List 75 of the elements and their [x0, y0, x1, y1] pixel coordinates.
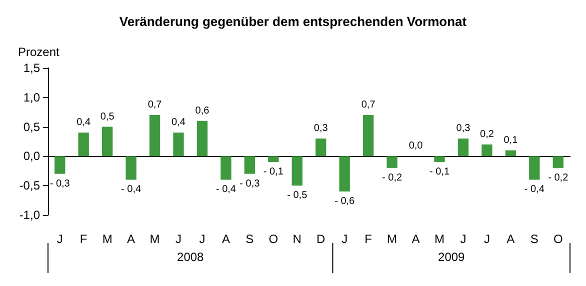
data-label: - 0,1 — [263, 166, 284, 178]
bar — [458, 138, 469, 156]
x-tick-label: J — [484, 232, 490, 246]
x-tick-label: J — [56, 232, 63, 246]
x-tick-label: J — [342, 232, 348, 246]
bar — [173, 132, 184, 156]
bar — [292, 156, 302, 186]
bar — [126, 156, 136, 180]
text: 2009 — [438, 250, 466, 264]
x-tick-label: A — [412, 232, 420, 246]
data-label: 0,4 — [172, 117, 186, 128]
x-tick-label: F — [364, 232, 372, 246]
x-tick-label: S — [246, 232, 254, 246]
y-tick-label: -0,5 — [19, 178, 40, 193]
data-label: 0,3 — [456, 123, 471, 134]
bar — [362, 115, 374, 156]
data-label: 0,6 — [195, 105, 210, 116]
x-tick-label: J — [199, 232, 206, 246]
data-label: - 0,3 — [240, 178, 260, 190]
x-tick-label: M — [150, 232, 160, 246]
y-tick-label: -1,0 — [19, 208, 40, 222]
y-tick-label: 1,0 — [23, 90, 40, 104]
bar — [552, 156, 564, 168]
x-tick-label: J — [176, 232, 182, 246]
y-tick-label: 0,5 — [23, 120, 40, 134]
bar — [149, 115, 160, 156]
x-tick-label: N — [292, 232, 302, 246]
bar — [78, 132, 89, 156]
bar — [386, 156, 398, 168]
data-label: 0,2 — [480, 128, 494, 140]
x-tick-label: J — [460, 232, 466, 246]
data-label: 0,7 — [148, 100, 162, 111]
text: 2008 — [177, 250, 204, 264]
x-tick-label: A — [506, 232, 515, 246]
x-tick-label: O — [268, 232, 278, 246]
data-label: - 0,1 — [429, 166, 450, 178]
bar — [482, 144, 492, 156]
data-label: - 0,5 — [287, 190, 308, 202]
data-label: 0,1 — [504, 134, 518, 146]
data-label: - 0,6 — [334, 196, 356, 207]
bar — [529, 156, 540, 180]
bar — [268, 156, 279, 162]
x-tick-label: M — [102, 232, 112, 246]
data-label: - 0,4 — [524, 184, 545, 196]
x-tick-label: F — [80, 232, 88, 246]
bar — [54, 156, 66, 174]
x-tick-label: A — [127, 232, 136, 246]
bar — [244, 156, 256, 174]
x-tick-label: A — [222, 232, 230, 246]
x-tick-label: S — [530, 232, 538, 246]
data-label: 0,3 — [314, 123, 328, 134]
data-label: - 0,2 — [382, 172, 402, 184]
x-tick-label: M — [387, 232, 398, 246]
data-label: 0,5 — [100, 111, 115, 122]
data-label: - 0,3 — [50, 178, 70, 190]
data-label: 0,0 — [408, 140, 424, 152]
y-axis-title: Prozent — [18, 45, 60, 59]
data-label: - 0,2 — [548, 172, 569, 184]
data-label: - 0,4 — [121, 184, 142, 196]
y-tick-label: 0,0 — [23, 149, 40, 164]
bar — [196, 120, 208, 156]
data-label: - 0,4 — [216, 184, 236, 196]
bar — [505, 150, 516, 156]
bar — [220, 156, 232, 180]
x-tick-label: D — [316, 232, 326, 246]
x-tick-label: O — [553, 232, 563, 246]
y-tick-label: 1,5 — [23, 61, 40, 75]
chart-title: Veränderung gegenüber dem entsprechenden Vormonat — [119, 14, 468, 29]
data-label: 0,4 — [76, 117, 91, 128]
bar — [339, 156, 350, 192]
bar — [316, 138, 326, 156]
x-tick-label: M — [434, 232, 444, 246]
data-label: 0,7 — [361, 100, 376, 111]
bar — [102, 126, 113, 156]
bar — [434, 156, 445, 162]
